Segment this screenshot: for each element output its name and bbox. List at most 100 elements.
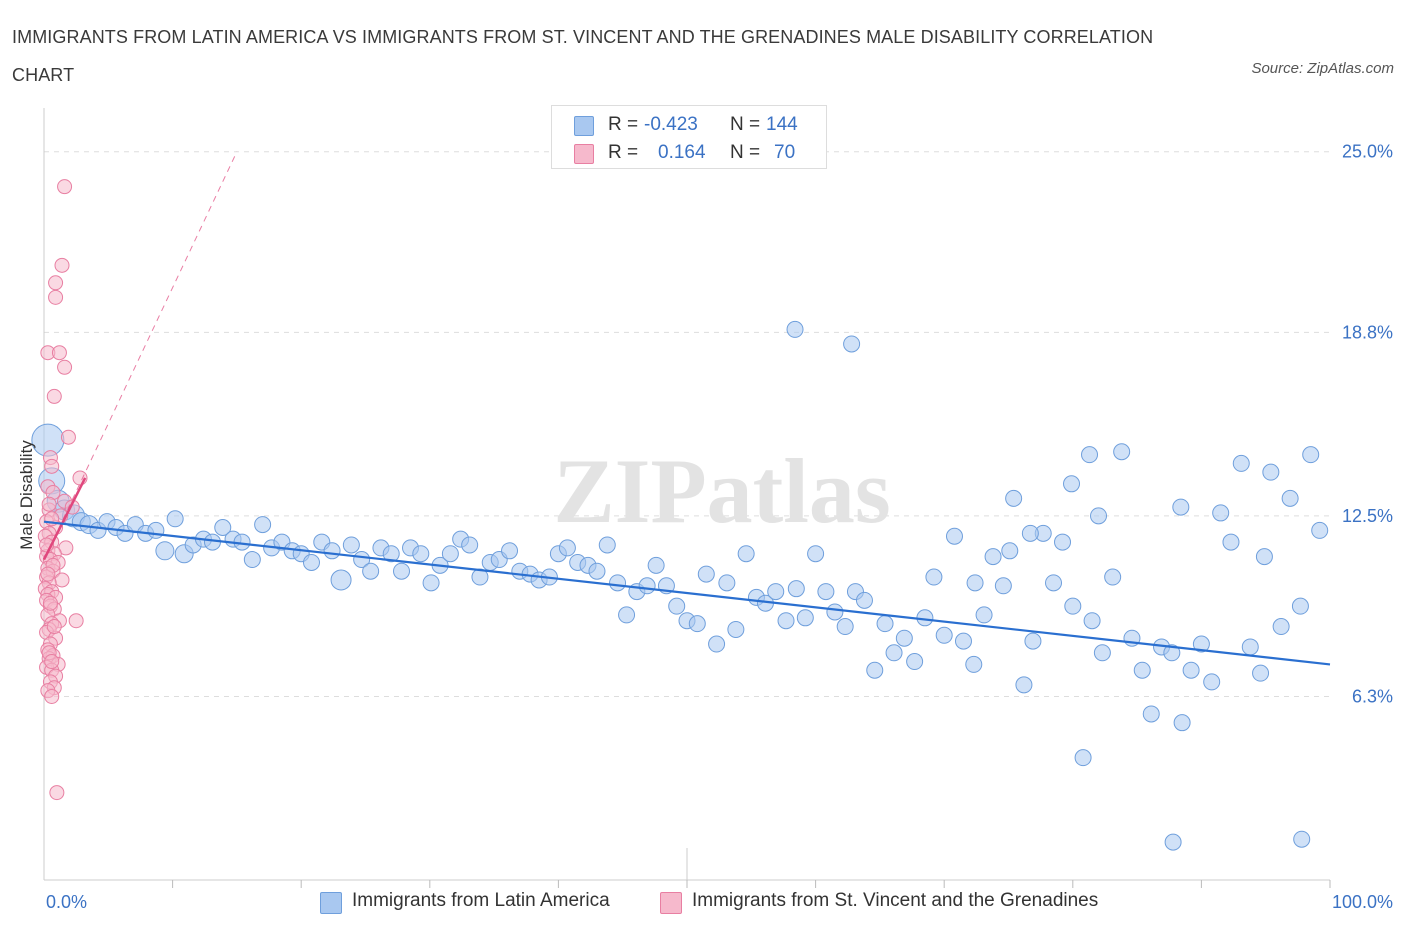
data-point-latin-america [330, 569, 352, 591]
data-point-latin-america [1293, 830, 1311, 848]
data-point-latin-america [412, 545, 430, 563]
chart-source: Source: ZipAtlas.com [1251, 60, 1394, 77]
pink-swatch [574, 144, 594, 164]
data-point-latin-america [362, 562, 380, 580]
data-point-latin-america [155, 541, 175, 561]
data-point-latin-america [441, 545, 459, 563]
data-point-latin-america [598, 536, 616, 554]
y-tick-label: 6.3% [1352, 686, 1393, 706]
data-point-latin-america [1113, 443, 1131, 461]
data-point-latin-america [1081, 446, 1099, 464]
data-point-latin-america [697, 565, 715, 583]
data-point-st-vincent [51, 345, 67, 361]
x-tick-label-max: 100.0% [1332, 892, 1393, 912]
data-point-latin-america [461, 536, 479, 554]
data-point-latin-america [718, 574, 736, 592]
y-tick-label: 12.5% [1342, 506, 1393, 526]
data-point-st-vincent [46, 619, 62, 635]
data-point-latin-america [1173, 714, 1191, 732]
data-point-latin-america [1302, 446, 1320, 464]
data-point-latin-america [1090, 507, 1108, 525]
blue-trend-line [43, 520, 1331, 666]
data-point-latin-america [727, 620, 745, 638]
y-axis-label: Male Disability [17, 440, 36, 550]
data-point-latin-america [558, 539, 576, 557]
data-point-latin-america [1083, 612, 1101, 630]
data-point-st-vincent [68, 613, 84, 629]
data-point-latin-america [767, 583, 785, 601]
pink-trend-line [42, 477, 87, 561]
data-point-st-vincent [54, 572, 70, 588]
data-point-latin-america [1045, 574, 1063, 592]
data-point-latin-america [688, 615, 706, 633]
data-point-latin-america [1024, 632, 1042, 650]
data-point-latin-america [1203, 673, 1221, 691]
data-point-latin-america [618, 606, 636, 624]
data-point-latin-america [1133, 661, 1151, 679]
pink-trend-extension [43, 151, 238, 560]
data-point-latin-america [966, 574, 984, 592]
data-point-latin-america [925, 568, 943, 586]
data-point-latin-america [836, 618, 854, 636]
data-point-latin-america [906, 653, 924, 671]
data-point-latin-america [1163, 644, 1181, 662]
data-point-latin-america [147, 521, 165, 539]
data-point-latin-america [1001, 542, 1019, 560]
data-point-latin-america [954, 632, 972, 650]
data-point-latin-america [737, 545, 755, 563]
data-point-latin-america [1291, 597, 1309, 615]
data-point-st-vincent [41, 496, 57, 512]
data-point-latin-america [302, 553, 320, 571]
data-point-latin-america [965, 655, 983, 673]
data-point-latin-america [777, 612, 795, 630]
data-point-latin-america [1255, 548, 1273, 566]
data-point-latin-america [1241, 638, 1259, 656]
n-value: 144 [766, 114, 798, 135]
data-point-latin-america [984, 548, 1002, 566]
r-label: R = [608, 142, 639, 163]
data-point-latin-america [422, 574, 440, 592]
data-point-latin-america [1142, 705, 1160, 723]
data-point-latin-america [866, 661, 884, 679]
data-point-st-vincent [44, 458, 60, 474]
watermark: ZIPatlas [553, 440, 890, 542]
data-point-latin-america [254, 516, 272, 534]
data-point-latin-america [1005, 489, 1023, 507]
data-point-latin-america [214, 519, 232, 537]
r-value: 0.164 [658, 142, 706, 163]
data-point-st-vincent [57, 359, 73, 375]
data-point-st-vincent [49, 785, 65, 801]
data-point-latin-america [243, 551, 261, 569]
data-point-latin-america [393, 562, 411, 580]
data-point-latin-america [895, 629, 913, 647]
data-point-latin-america [1262, 463, 1280, 481]
data-point-latin-america [876, 615, 894, 633]
data-point-latin-america [1281, 489, 1299, 507]
data-point-latin-america [1272, 618, 1290, 636]
data-point-st-vincent [40, 566, 56, 582]
n-label: N = [730, 142, 761, 163]
data-point-latin-america [588, 562, 606, 580]
trend-lines [42, 151, 1331, 666]
blue-swatch [320, 892, 342, 914]
data-point-latin-america [342, 536, 360, 554]
pink-swatch [660, 892, 682, 914]
data-point-latin-america [668, 597, 686, 615]
data-point-latin-america [885, 644, 903, 662]
data-point-latin-america [1063, 475, 1081, 493]
data-point-latin-america [1054, 533, 1072, 551]
data-point-latin-america [166, 510, 184, 528]
data-point-latin-america [843, 335, 861, 353]
data-point-latin-america [1212, 504, 1230, 522]
data-point-latin-america [787, 580, 805, 598]
data-point-latin-america [1093, 644, 1111, 662]
data-point-latin-america [1311, 521, 1329, 539]
data-point-latin-america [826, 603, 844, 621]
data-point-latin-america [1192, 635, 1210, 653]
data-point-latin-america [1232, 454, 1250, 472]
data-point-latin-america [382, 545, 400, 563]
data-point-latin-america [1252, 664, 1270, 682]
data-point-latin-america [1222, 533, 1240, 551]
data-point-st-vincent [60, 429, 76, 445]
data-point-latin-america [638, 577, 656, 595]
